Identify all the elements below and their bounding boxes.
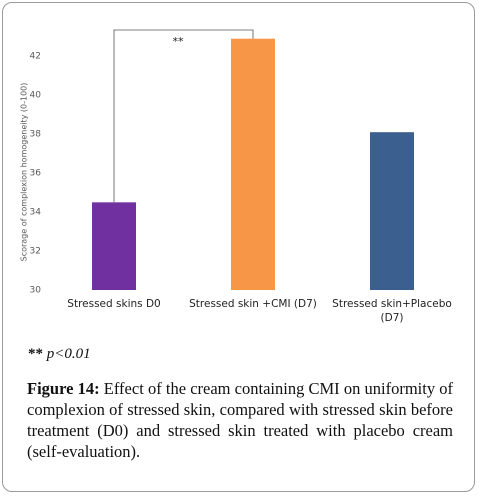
- annotation: **: [173, 35, 185, 48]
- bar: [231, 38, 275, 290]
- y-tick-label: 34: [30, 208, 42, 218]
- bar: [370, 132, 414, 290]
- caption-text: Effect of the cream containing CMI on un…: [27, 379, 453, 461]
- footnote-text: p<0.01: [46, 346, 91, 362]
- y-tick-label: 32: [30, 247, 41, 257]
- y-tick-label: 42: [30, 52, 41, 62]
- x-tick-label: Stressed skin +CMI (D7): [189, 298, 317, 310]
- significance-bracket: [113, 29, 254, 203]
- caption-label: Figure 14:: [27, 379, 100, 398]
- x-tick-label: Stressed skin+Placebo (D7): [332, 298, 452, 324]
- y-tick-label: 36: [30, 169, 42, 179]
- y-tick-label: 40: [30, 91, 42, 101]
- frame: [2, 2, 475, 492]
- x-tick-label: Stressed skins D0: [67, 298, 161, 310]
- footnote-marker: **: [28, 346, 43, 362]
- footnote: ** p<0.01: [28, 346, 91, 363]
- caption: Figure 14: Effect of the cream containin…: [27, 378, 453, 462]
- y-axis-label: Scorage of complexion homogeneity (0-100…: [20, 83, 29, 262]
- y-tick-label: 38: [30, 130, 42, 140]
- bar: [92, 202, 136, 290]
- y-tick-label: 30: [30, 286, 42, 296]
